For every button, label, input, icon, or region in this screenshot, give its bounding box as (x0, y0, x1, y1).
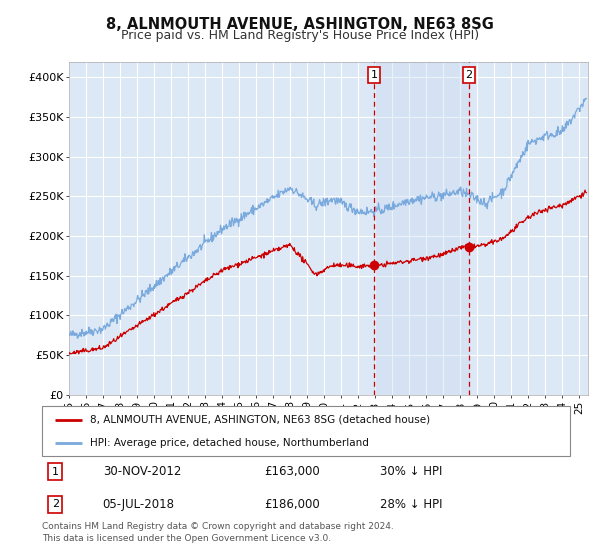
Text: 05-JUL-2018: 05-JUL-2018 (103, 498, 175, 511)
Text: £163,000: £163,000 (264, 465, 320, 478)
Text: 30-NOV-2012: 30-NOV-2012 (103, 465, 181, 478)
Text: Price paid vs. HM Land Registry's House Price Index (HPI): Price paid vs. HM Land Registry's House … (121, 29, 479, 42)
FancyBboxPatch shape (42, 406, 570, 456)
Text: 2: 2 (466, 70, 473, 80)
Text: 8, ALNMOUTH AVENUE, ASHINGTON, NE63 8SG (detached house): 8, ALNMOUTH AVENUE, ASHINGTON, NE63 8SG … (89, 414, 430, 424)
Text: Contains HM Land Registry data © Crown copyright and database right 2024.
This d: Contains HM Land Registry data © Crown c… (42, 522, 394, 543)
Text: 8, ALNMOUTH AVENUE, ASHINGTON, NE63 8SG: 8, ALNMOUTH AVENUE, ASHINGTON, NE63 8SG (106, 17, 494, 32)
Text: 1: 1 (370, 70, 377, 80)
Text: HPI: Average price, detached house, Northumberland: HPI: Average price, detached house, Nort… (89, 438, 368, 448)
Text: £186,000: £186,000 (264, 498, 320, 511)
Text: 30% ↓ HPI: 30% ↓ HPI (380, 465, 442, 478)
Text: 28% ↓ HPI: 28% ↓ HPI (380, 498, 442, 511)
Text: 1: 1 (52, 467, 59, 477)
Bar (374, 62, 469, 395)
Text: 2: 2 (52, 500, 59, 510)
